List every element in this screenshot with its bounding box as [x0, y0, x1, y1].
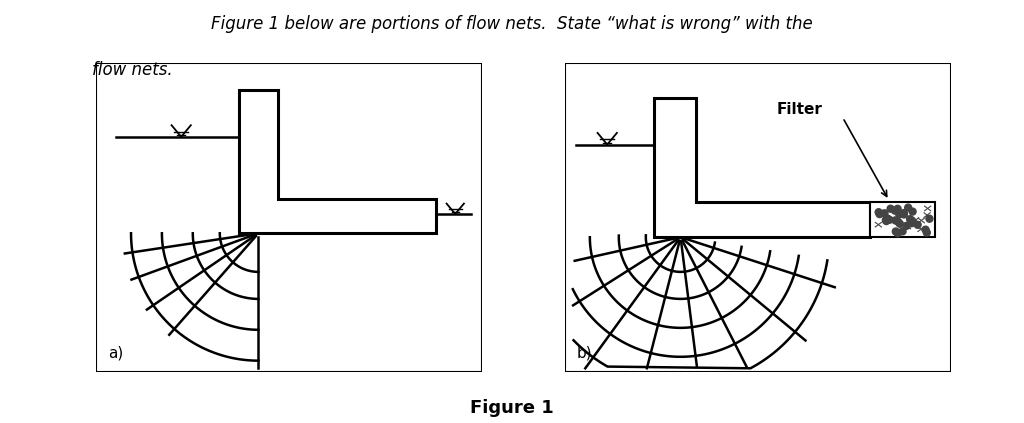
- Circle shape: [883, 217, 890, 225]
- Circle shape: [895, 218, 901, 225]
- Circle shape: [900, 211, 907, 218]
- Circle shape: [899, 228, 906, 235]
- Circle shape: [897, 210, 903, 217]
- Text: flow nets.: flow nets.: [92, 61, 173, 80]
- Circle shape: [900, 209, 907, 217]
- Circle shape: [892, 228, 899, 235]
- Circle shape: [896, 210, 902, 217]
- Circle shape: [926, 215, 933, 222]
- Circle shape: [886, 216, 893, 223]
- Circle shape: [892, 217, 899, 224]
- Circle shape: [884, 215, 891, 222]
- Circle shape: [887, 205, 894, 212]
- Circle shape: [881, 210, 888, 217]
- Circle shape: [892, 207, 898, 214]
- Circle shape: [906, 216, 913, 222]
- Circle shape: [908, 217, 915, 224]
- Circle shape: [922, 226, 929, 233]
- Text: Figure 1: Figure 1: [470, 398, 554, 417]
- Bar: [869, 203, 935, 237]
- Circle shape: [894, 205, 901, 212]
- Circle shape: [908, 220, 914, 227]
- Text: Filter: Filter: [777, 102, 823, 117]
- Text: a): a): [108, 346, 123, 361]
- Circle shape: [896, 220, 903, 227]
- Polygon shape: [239, 91, 436, 233]
- Circle shape: [883, 217, 890, 223]
- Circle shape: [877, 211, 883, 217]
- Circle shape: [894, 230, 901, 237]
- Circle shape: [914, 221, 922, 228]
- Text: Figure 1 below are portions of flow nets.  State “what is wrong” with the: Figure 1 below are portions of flow nets…: [211, 15, 813, 33]
- Circle shape: [903, 222, 910, 229]
- Circle shape: [924, 229, 930, 236]
- Circle shape: [876, 209, 882, 216]
- Circle shape: [904, 204, 911, 211]
- Circle shape: [909, 208, 916, 215]
- Polygon shape: [653, 98, 869, 237]
- Text: b): b): [577, 346, 592, 361]
